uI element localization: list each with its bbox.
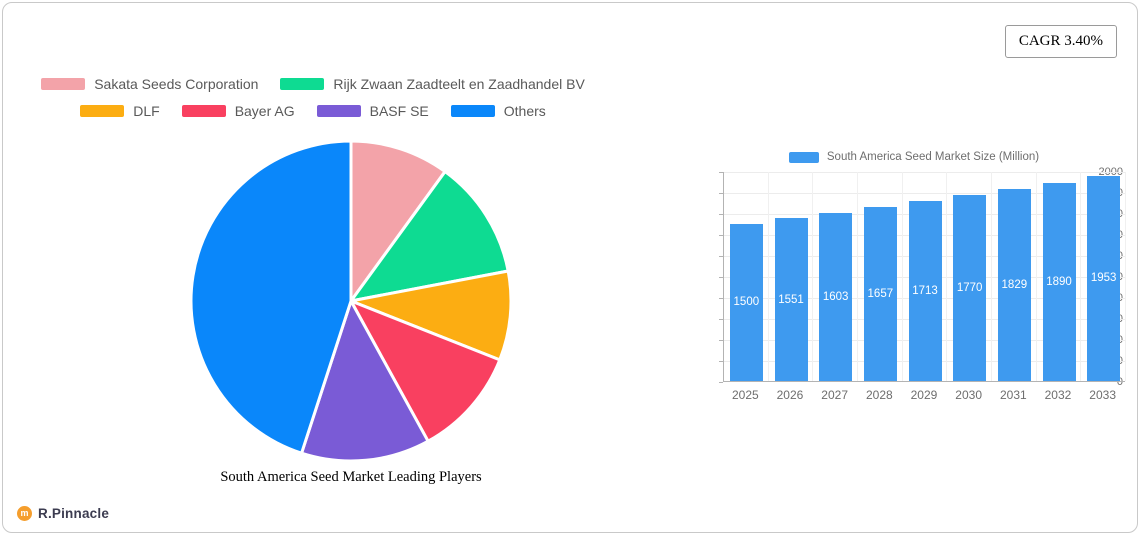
bar-value-label: 1500 xyxy=(733,296,760,309)
bar-2030[interactable]: 1770 xyxy=(953,195,987,381)
bar-2033[interactable]: 1953 xyxy=(1087,175,1121,381)
y-tick-mark xyxy=(719,192,723,194)
legend-label: DLF xyxy=(133,103,160,119)
gridline-horizontal xyxy=(724,192,1125,194)
bar-value-label: 1657 xyxy=(867,288,894,300)
gridline-vertical xyxy=(1125,172,1126,381)
legend-swatch xyxy=(450,105,495,117)
gridline-vertical xyxy=(1080,172,1081,381)
x-tick-label: 2027 xyxy=(821,388,848,402)
x-tick-label: 2026 xyxy=(776,388,804,402)
bar-value-label: 1829 xyxy=(1001,278,1028,291)
pie-chart xyxy=(189,139,513,463)
legend-label: Sakata Seeds Corporation xyxy=(94,76,259,92)
legend-label: BASF SE xyxy=(369,103,429,119)
y-tick-mark xyxy=(719,255,723,257)
gridline-vertical xyxy=(768,172,769,381)
bar-value-label: 1770 xyxy=(956,282,983,295)
pie-legend: Sakata Seeds Corporation Rijk Zwaan Zaadt… xyxy=(13,76,613,130)
legend-swatch xyxy=(280,78,325,90)
legend-item-rijk[interactable]: Rijk Zwaan Zaadteelt en Zaadhandel BV xyxy=(280,76,585,92)
bar-value-label: 1953 xyxy=(1090,272,1117,285)
gridline-vertical xyxy=(902,172,903,381)
legend-item-basf[interactable]: BASF SE xyxy=(316,103,429,119)
bar-value-label: 1551 xyxy=(778,293,804,306)
brand-name: R.Pinnacle xyxy=(38,506,110,521)
cagr-badge: CAGR 3.40% xyxy=(1004,25,1117,58)
x-tick-label: 2033 xyxy=(1089,388,1116,402)
y-tick-mark xyxy=(719,171,723,173)
y-tick-mark xyxy=(719,297,723,299)
y-tick-mark xyxy=(719,318,723,320)
bar-value-label: 1890 xyxy=(1046,275,1072,288)
legend-label: Rijk Zwaan Zaadteelt en Zaadhandel BV xyxy=(333,76,585,92)
pie-legend-row: DLF Bayer AG BASF SE Others xyxy=(13,103,613,119)
pie-legend-row: Sakata Seeds Corporation Rijk Zwaan Zaadt… xyxy=(13,76,613,92)
legend-swatch xyxy=(316,105,361,117)
pie-slice-sakata[interactable] xyxy=(349,139,447,303)
y-tick-mark xyxy=(719,213,723,215)
y-tick-mark xyxy=(719,360,723,362)
bar-value-label: 1603 xyxy=(822,290,849,303)
legend-swatch xyxy=(41,78,86,90)
gridline-vertical xyxy=(1036,172,1037,381)
bar-2032[interactable]: 1890 xyxy=(1042,182,1076,381)
x-tick-label: 2032 xyxy=(1044,388,1072,402)
legend-item-others[interactable]: Others xyxy=(450,103,546,119)
x-tick-label: 2031 xyxy=(999,388,1027,402)
y-tick-mark xyxy=(719,381,723,383)
pie-slice-others[interactable] xyxy=(189,139,353,455)
legend-item-dlf[interactable]: DLF xyxy=(80,103,160,119)
bar-2029[interactable]: 1713 xyxy=(908,201,942,381)
legend-item-sakata[interactable]: Sakata Seeds Corporation xyxy=(41,76,258,92)
bar-value-label: 1713 xyxy=(912,285,938,298)
bar-chart-legend[interactable]: South America Seed Market Size (Million) xyxy=(703,151,1125,163)
gridline-vertical xyxy=(946,172,947,381)
x-tick-label: 2029 xyxy=(910,388,938,402)
y-tick-label: 0 xyxy=(1116,376,1123,388)
gridline-vertical xyxy=(812,172,813,381)
pie-slice-rijk[interactable] xyxy=(349,170,510,303)
gridline-horizontal xyxy=(724,171,1125,173)
gridline-vertical xyxy=(857,172,858,381)
gridline-vertical xyxy=(991,172,992,381)
x-tick-label: 2030 xyxy=(955,388,982,402)
bar-chart-plot-area: 1500 1551 1603 1657 1713 1770 1829 1890 1953 xyxy=(723,171,1126,382)
legend-swatch xyxy=(80,105,125,117)
y-tick-mark xyxy=(719,234,723,236)
bar-legend-swatch xyxy=(788,151,819,163)
bar-2028[interactable]: 1657 xyxy=(863,207,897,381)
bar-2031[interactable]: 1829 xyxy=(997,188,1031,381)
pie-chart-title: South America Seed Market Leading Player… xyxy=(220,469,482,485)
bar-legend-label: South America Seed Market Size (Million) xyxy=(826,151,1040,163)
y-tick-mark xyxy=(719,276,723,278)
bar-2027[interactable]: 1603 xyxy=(819,212,853,381)
bar-2025[interactable]: 1500 xyxy=(729,223,763,381)
bar-2026[interactable]: 1551 xyxy=(774,218,808,381)
pie-slice-bayer[interactable] xyxy=(349,299,502,443)
x-tick-label: 2028 xyxy=(865,388,893,402)
legend-swatch xyxy=(181,105,226,117)
legend-label: Bayer AG xyxy=(234,103,295,119)
legend-label: Others xyxy=(503,103,546,119)
bar-chart: 0200400600800100012001400160018002000 15… xyxy=(679,166,1129,412)
legend-item-bayer[interactable]: Bayer AG xyxy=(181,103,295,119)
y-tick-mark xyxy=(719,339,723,341)
pie-slice-basf[interactable] xyxy=(300,299,430,463)
pie-slice-dlf[interactable] xyxy=(349,269,513,362)
brand-watermark: m R.Pinnacle xyxy=(17,506,109,521)
brand-circle-icon: m xyxy=(17,506,32,521)
x-tick-label: 2025 xyxy=(731,388,759,402)
